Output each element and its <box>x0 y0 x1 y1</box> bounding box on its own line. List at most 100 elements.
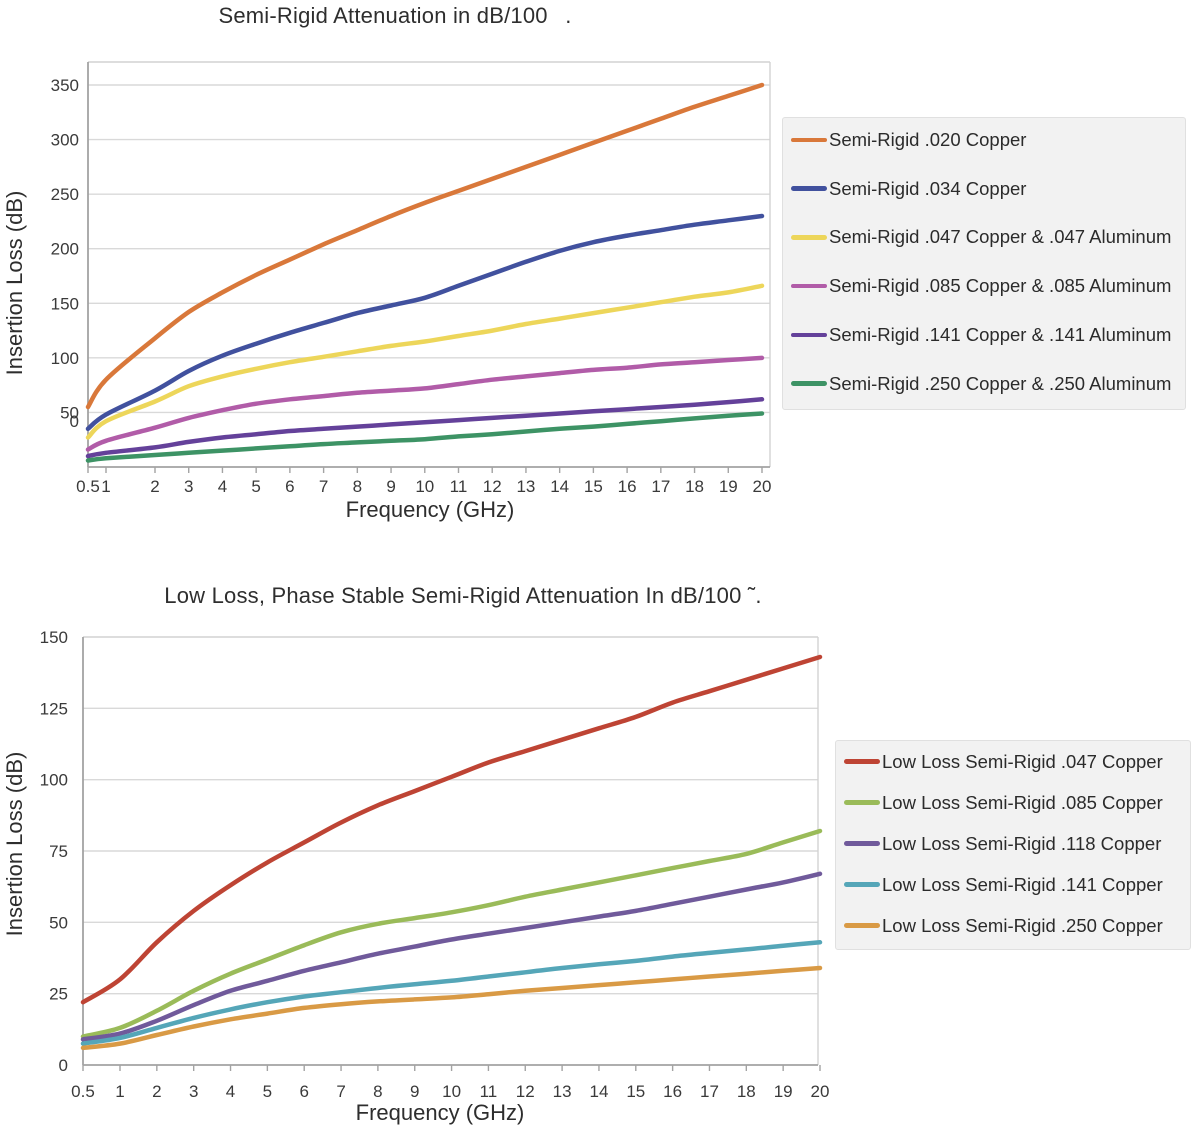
x-tick-label: 11 <box>450 477 468 496</box>
x-tick-label: 13 <box>553 1082 572 1101</box>
legend-swatch <box>844 882 880 887</box>
y-tick-label: 100 <box>40 771 68 790</box>
y-tick-label: 350 <box>51 76 79 95</box>
legend-item: Semi-Rigid .141 Copper & .141 Aluminum <box>783 324 1185 346</box>
legend-swatch <box>791 235 827 240</box>
x-tick-label: 1 <box>115 1082 124 1101</box>
legend-item: Semi-Rigid .085 Copper & .085 Aluminum <box>783 275 1185 297</box>
legend-swatch <box>844 841 880 846</box>
legend-item: Semi-Rigid .020 Copper <box>783 129 1185 151</box>
series-line <box>85 283 765 440</box>
x-tick-label: 9 <box>410 1082 419 1101</box>
x-tick-label: 11 <box>480 1082 498 1101</box>
y-tick-label: 150 <box>51 294 79 313</box>
series-line <box>80 871 823 1042</box>
legend-swatch <box>844 759 880 764</box>
series-line <box>85 397 765 459</box>
x-tick-label: 15 <box>584 477 603 496</box>
legend-label: Semi-Rigid .020 Copper <box>829 129 1027 150</box>
x-tick-label: 18 <box>737 1082 756 1101</box>
legend-item: Low Loss Semi-Rigid .085 Copper <box>836 792 1190 814</box>
x-tick-label: 5 <box>251 477 260 496</box>
legend-semi-rigid: Semi-Rigid .020 Copper Semi-Rigid .034 Co… <box>782 117 1186 410</box>
series-line <box>85 213 765 432</box>
legend-item: Low Loss Semi-Rigid .250 Copper <box>836 915 1190 937</box>
y-tick-label: 25 <box>49 985 68 1004</box>
x-tick-label: 9 <box>386 477 395 496</box>
y-tick-label: 75 <box>49 842 68 861</box>
legend-low-loss: Low Loss Semi-Rigid .047 Copper Low Loss … <box>835 740 1191 950</box>
legend-item: Semi-Rigid .047 Copper & .047 Aluminum <box>783 226 1185 248</box>
series-line <box>80 654 823 1005</box>
x-tick-label: 17 <box>700 1082 719 1101</box>
x-tick-label: 4 <box>226 1082 235 1101</box>
legend-swatch <box>791 332 827 338</box>
series-line <box>85 411 765 463</box>
legend-item: Low Loss Semi-Rigid .141 Copper <box>836 874 1190 896</box>
x-tick-label: 15 <box>626 1082 645 1101</box>
series-line <box>80 828 823 1039</box>
x-tick-label: 3 <box>189 1082 198 1101</box>
x-tick-label: 16 <box>663 1082 682 1101</box>
x-tick-label: 7 <box>336 1082 345 1101</box>
x-tick-label: 1 <box>101 477 110 496</box>
y-tick-label: 0 <box>70 412 79 431</box>
x-tick-label: 16 <box>618 477 637 496</box>
legend-swatch <box>791 137 827 143</box>
x-tick-label: 0.5 <box>76 477 100 496</box>
series-line <box>85 355 765 452</box>
y-tick-label: 200 <box>51 240 79 259</box>
chart-semi-rigid: Semi-Rigid Attenuation in dB/100 . Inser… <box>0 0 1200 560</box>
x-tick-label: 14 <box>589 1082 608 1101</box>
legend-label: Semi-Rigid .141 Copper & .141 Aluminum <box>829 323 1172 345</box>
x-tick-label: 3 <box>184 477 193 496</box>
legend-item: Low Loss Semi-Rigid .118 Copper <box>836 833 1190 855</box>
legend-label: Low Loss Semi-Rigid .047 Copper <box>882 750 1163 772</box>
y-tick-label: 300 <box>51 131 79 150</box>
x-tick-label: 7 <box>319 477 328 496</box>
legend-label: Low Loss Semi-Rigid .118 Copper <box>882 832 1162 854</box>
y-tick-label: 250 <box>51 185 79 204</box>
x-tick-label: 12 <box>516 1082 535 1101</box>
x-tick-label: 4 <box>218 477 227 496</box>
x-tick-label: 8 <box>373 1082 382 1101</box>
x-tick-label: 19 <box>719 477 738 496</box>
legend-swatch <box>844 800 880 805</box>
x-tick-label: 10 <box>415 477 434 496</box>
y-tick-label: 50 <box>60 403 79 422</box>
legend-label: Low Loss Semi-Rigid .250 Copper <box>882 914 1163 936</box>
x-axis-label: Frequency (GHz) <box>355 1100 525 1125</box>
legend-swatch <box>791 283 827 289</box>
x-tick-label: 18 <box>685 477 704 496</box>
legend-label: Low Loss Semi-Rigid .141 Copper <box>882 873 1163 895</box>
x-tick-label: 13 <box>516 477 535 496</box>
y-tick-label: 125 <box>40 699 68 718</box>
legend-item: Semi-Rigid .034 Copper <box>783 178 1185 200</box>
series-line <box>80 940 823 1046</box>
y-tick-label: 0 <box>59 1056 68 1075</box>
legend-label: Semi-Rigid .085 Copper & .085 Aluminum <box>829 275 1172 297</box>
legend-label: Semi-Rigid .250 Copper & .250 Aluminum <box>829 372 1172 394</box>
legend-item: Semi-Rigid .250 Copper & .250 Aluminum <box>783 373 1185 395</box>
x-tick-label: 10 <box>442 1082 461 1101</box>
x-tick-label: 6 <box>285 477 294 496</box>
x-tick-label: 2 <box>152 1082 161 1101</box>
chart-title: Low Loss, Phase Stable Semi-Rigid Attenu… <box>164 583 762 608</box>
legend-swatch <box>791 186 827 191</box>
x-tick-label: 20 <box>753 477 772 496</box>
legend-swatch <box>791 381 827 386</box>
x-tick-label: 14 <box>550 477 569 496</box>
x-tick-label: 0.5 <box>71 1082 95 1101</box>
legend-label: Low Loss Semi-Rigid .085 Copper <box>882 791 1163 813</box>
x-tick-label: 8 <box>353 477 362 496</box>
series-line <box>85 82 765 410</box>
x-tick-label: 5 <box>263 1082 272 1101</box>
legend-swatch <box>844 923 880 928</box>
x-tick-label: 2 <box>150 477 159 496</box>
plot-area-low-loss: 0.5 1 2 3 4 5 6 7 8 9 10 11 12 13 14 15 16 17 18 19 20150125… <box>40 628 830 1101</box>
chart-title: Semi-Rigid Attenuation in dB/100 . <box>218 3 572 28</box>
x-tick-label: 12 <box>483 477 502 496</box>
x-axis-label: Frequency (GHz) <box>345 497 515 522</box>
x-tick-label: 6 <box>299 1082 308 1101</box>
y-tick-label: 150 <box>40 628 68 647</box>
